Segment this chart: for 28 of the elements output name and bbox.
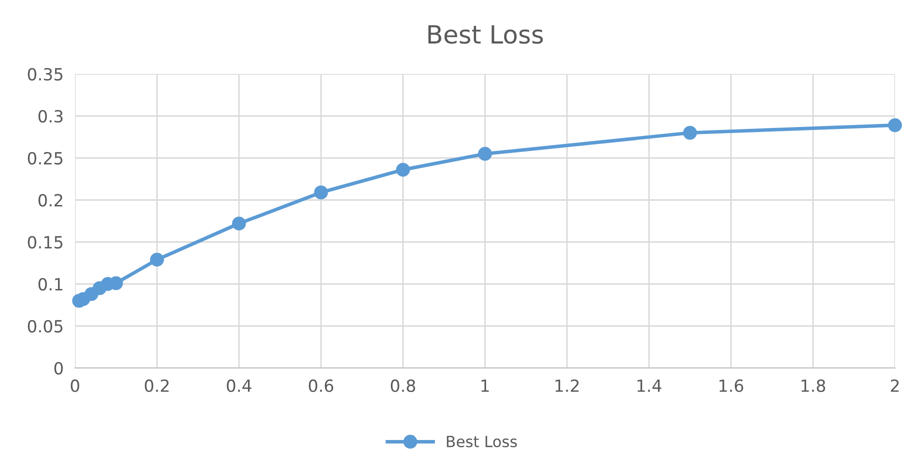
y-tick-label: 0.25	[28, 152, 62, 165]
y-tick-label: 0.2	[38, 194, 62, 207]
y-tick-label: 0.3	[38, 110, 63, 123]
chart-title: Best Loss	[428, 25, 543, 44]
point	[150, 252, 164, 267]
point	[314, 185, 328, 200]
point	[683, 126, 697, 140]
point	[396, 162, 410, 177]
x-tick-label: 0.8	[390, 379, 416, 392]
x-tick-label: 0	[70, 379, 80, 392]
x-tick-label: 1	[482, 380, 489, 392]
y-tick-label: 0	[54, 362, 63, 375]
y-tick-label: 0.15	[28, 236, 62, 249]
x-tick-label: 1.4	[638, 380, 662, 392]
y-tick-label: 0.1	[38, 278, 62, 291]
x-tick-label: 1.8	[802, 379, 826, 392]
y-tick-label: 0.05	[28, 320, 62, 333]
point	[478, 146, 492, 161]
x-tick-label: 1.6	[720, 379, 744, 392]
point	[232, 216, 246, 230]
x-tick-label: 1.2	[556, 379, 579, 392]
y-tick-label: 0.35	[28, 68, 62, 81]
legend-label: Best Loss	[446, 436, 517, 448]
x-tick-label: 0.2	[144, 379, 169, 392]
x-tick-label: 0.6	[308, 379, 334, 392]
x-tick-label: 0.4	[226, 379, 252, 392]
point	[888, 118, 902, 132]
x-tick-label: 2	[890, 379, 899, 392]
